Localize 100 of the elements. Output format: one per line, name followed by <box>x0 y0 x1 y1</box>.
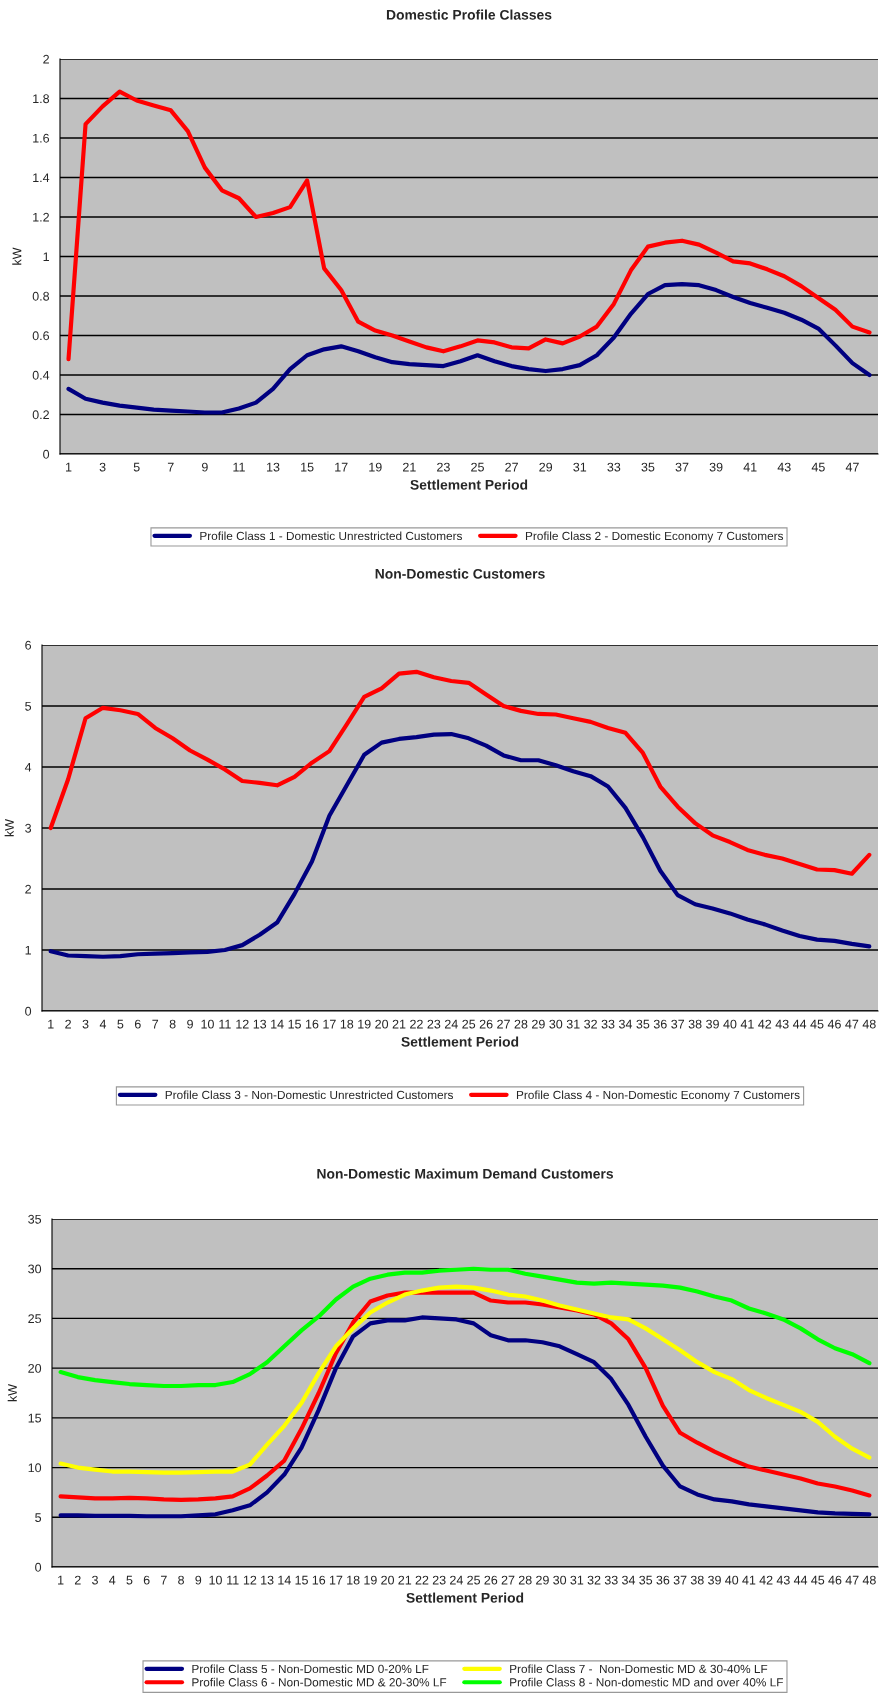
x-tick-label: 17 <box>329 1575 343 1585</box>
y-tick-label: 0.8 <box>32 291 50 301</box>
x-tick-label: 17 <box>335 462 348 472</box>
x-tick-label: 44 <box>793 1575 808 1585</box>
x-tick-label: 42 <box>758 1019 772 1029</box>
x-tick-label: 9 <box>195 1575 202 1585</box>
x-tick-label: 38 <box>690 1575 704 1585</box>
x-tick-label: 44 <box>792 1019 807 1029</box>
x-tick-label: 39 <box>709 462 723 472</box>
x-tick-label: 24 <box>444 1019 458 1029</box>
y-axis-title: kW <box>7 1384 17 1402</box>
x-tick-label: 12 <box>243 1575 257 1585</box>
x-tick-label: 47 <box>845 1019 859 1029</box>
x-tick-label: 3 <box>99 462 106 472</box>
x-axis-title: Settlement Period <box>401 1036 519 1047</box>
x-tick-label: 43 <box>775 1019 789 1029</box>
x-tick-label: 27 <box>505 462 518 472</box>
x-tick-label: 42 <box>759 1575 773 1585</box>
chart-title: Domestic Profile Classes <box>386 9 552 20</box>
x-tick-label: 12 <box>236 1019 249 1029</box>
x-tick-label: 33 <box>601 1019 615 1029</box>
x-tick-label: 3 <box>92 1575 98 1585</box>
x-tick-label: 29 <box>539 462 553 472</box>
x-tick-label: 25 <box>467 1575 481 1585</box>
legend-label: Profile Class 5 - Non-Domestic MD 0-20% LF <box>192 1664 429 1674</box>
y-tick-label: 15 <box>28 1413 42 1423</box>
x-tick-label: 20 <box>381 1575 395 1585</box>
legend-label: Profile Class 7 - Non-Domestic MD & 30-40% LF <box>510 1664 768 1674</box>
x-tick-label: 47 <box>845 462 859 472</box>
x-tick-label: 40 <box>725 1575 739 1585</box>
x-tick-label: 8 <box>178 1575 184 1585</box>
line-series <box>58 1266 872 1389</box>
legend-label: Profile Class 6 - Non-Domestic MD & 20-30% LF <box>192 1677 447 1687</box>
y-tick-label: 0 <box>25 1006 32 1016</box>
x-tick-label: 23 <box>437 462 450 472</box>
x-tick-label: 2 <box>74 1575 81 1585</box>
x-tick-label: 39 <box>706 1019 719 1029</box>
x-tick-label: 24 <box>450 1575 463 1585</box>
x-tick-label: 13 <box>261 1575 274 1585</box>
legend-label: Profile Class 2 - Domestic Economy 7 Customers <box>525 531 784 543</box>
y-axis-title: kW <box>4 819 14 837</box>
x-tick-label: 10 <box>209 1575 222 1585</box>
legend-label: Profile Class 1 - Domestic Unrestricted Customers <box>200 531 463 541</box>
x-tick-label: 35 <box>636 1019 650 1029</box>
x-tick-label: 34 <box>618 1019 633 1029</box>
x-tick-label: 4 <box>99 1019 107 1029</box>
y-tick-label: 0 <box>43 449 50 459</box>
y-tick-label: 1 <box>25 945 31 955</box>
x-tick-label: 18 <box>347 1575 360 1585</box>
x-tick-label: 31 <box>573 462 587 472</box>
line-series <box>48 731 872 959</box>
y-tick-label: 4 <box>24 762 32 772</box>
x-tick-label: 15 <box>295 1575 308 1585</box>
x-tick-label: 39 <box>708 1575 721 1585</box>
chart-title: Non-Domestic Customers <box>375 568 545 579</box>
x-tick-label: 33 <box>607 462 621 472</box>
x-tick-label: 19 <box>369 462 382 472</box>
line-series <box>66 89 872 362</box>
x-tick-label: 28 <box>518 1575 532 1585</box>
x-tick-label: 19 <box>358 1019 371 1029</box>
x-tick-label: 32 <box>587 1575 601 1585</box>
x-tick-label: 7 <box>167 462 174 472</box>
x-tick-label: 8 <box>169 1019 176 1029</box>
x-tick-label: 17 <box>323 1019 336 1029</box>
x-tick-label: 15 <box>288 1019 301 1029</box>
y-tick-label: 1.6 <box>33 133 50 143</box>
y-tick-label: 1.2 <box>33 212 49 222</box>
legend-label: Profile Class 3 - Non-Domestic Unrestricted Customers <box>165 1090 454 1100</box>
x-tick-label: 22 <box>415 1575 429 1585</box>
y-tick-label: 10 <box>28 1463 42 1473</box>
x-tick-label: 15 <box>301 462 314 472</box>
y-tick-label: 25 <box>28 1314 42 1324</box>
y-tick-label: 2 <box>43 54 49 64</box>
x-tick-label: 41 <box>740 1019 754 1029</box>
x-tick-label: 47 <box>845 1575 859 1585</box>
x-tick-label: 20 <box>375 1019 389 1029</box>
x-tick-label: 36 <box>656 1575 670 1585</box>
legend-label: Profile Class 4 - Non-Domestic Economy 7 Customers <box>516 1090 800 1102</box>
x-tick-label: 35 <box>639 1575 653 1585</box>
x-tick-label: 30 <box>549 1019 563 1029</box>
x-tick-label: 18 <box>340 1019 354 1029</box>
y-tick-label: 20 <box>28 1363 42 1373</box>
x-tick-label: 4 <box>109 1575 116 1585</box>
x-tick-label: 5 <box>117 1019 124 1029</box>
x-tick-label: 7 <box>152 1019 159 1029</box>
x-tick-label: 16 <box>305 1019 319 1029</box>
y-tick-label: 3 <box>25 823 32 833</box>
x-tick-label: 46 <box>828 1575 842 1585</box>
x-tick-label: 38 <box>688 1019 702 1029</box>
line-series <box>58 1315 872 1519</box>
y-tick-label: 6 <box>25 640 32 650</box>
y-tick-label: 1.8 <box>33 94 50 104</box>
y-tick-label: 0 <box>35 1562 42 1572</box>
line-series <box>66 282 872 415</box>
x-tick-label: 21 <box>392 1019 406 1029</box>
x-axis-title: Settlement Period <box>410 479 528 490</box>
line-series <box>58 1290 872 1502</box>
x-tick-label: 9 <box>201 462 208 472</box>
x-tick-label: 10 <box>201 1019 214 1029</box>
x-tick-label: 21 <box>403 462 416 472</box>
